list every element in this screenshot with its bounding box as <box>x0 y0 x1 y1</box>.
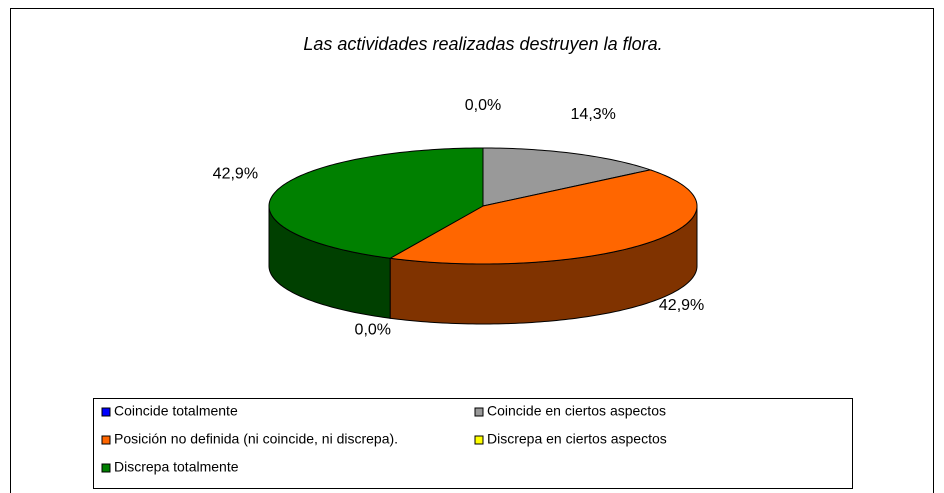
legend: Coincide totalmente Coincide en ciertos a… <box>101 403 667 475</box>
data-label: 0,0% <box>465 97 501 114</box>
legend-swatch <box>101 463 111 473</box>
legend-label: Discrepa en ciertos aspectos <box>487 431 667 447</box>
data-label: 42,9% <box>213 166 258 183</box>
chart-title: Las actividades realizadas destruyen la … <box>303 34 662 54</box>
legend-box <box>93 398 853 489</box>
legend-swatch <box>101 407 111 417</box>
legend-label: Coincide totalmente <box>114 403 238 419</box>
legend-swatch <box>474 435 484 445</box>
legend-label: Coincide en ciertos aspectos <box>487 403 666 419</box>
data-label: 14,3% <box>571 106 616 123</box>
legend-swatch <box>474 407 484 417</box>
legend-label: Posición no definida (ni coincide, ni di… <box>114 431 398 447</box>
pie-slice <box>482 147 653 207</box>
pie-slice <box>388 169 698 265</box>
data-label: 42,9% <box>659 297 704 314</box>
legend-swatch <box>101 435 111 445</box>
pie-slice <box>268 147 484 259</box>
legend-label: Discrepa totalmente <box>114 459 239 475</box>
data-label: 0,0% <box>355 322 391 339</box>
